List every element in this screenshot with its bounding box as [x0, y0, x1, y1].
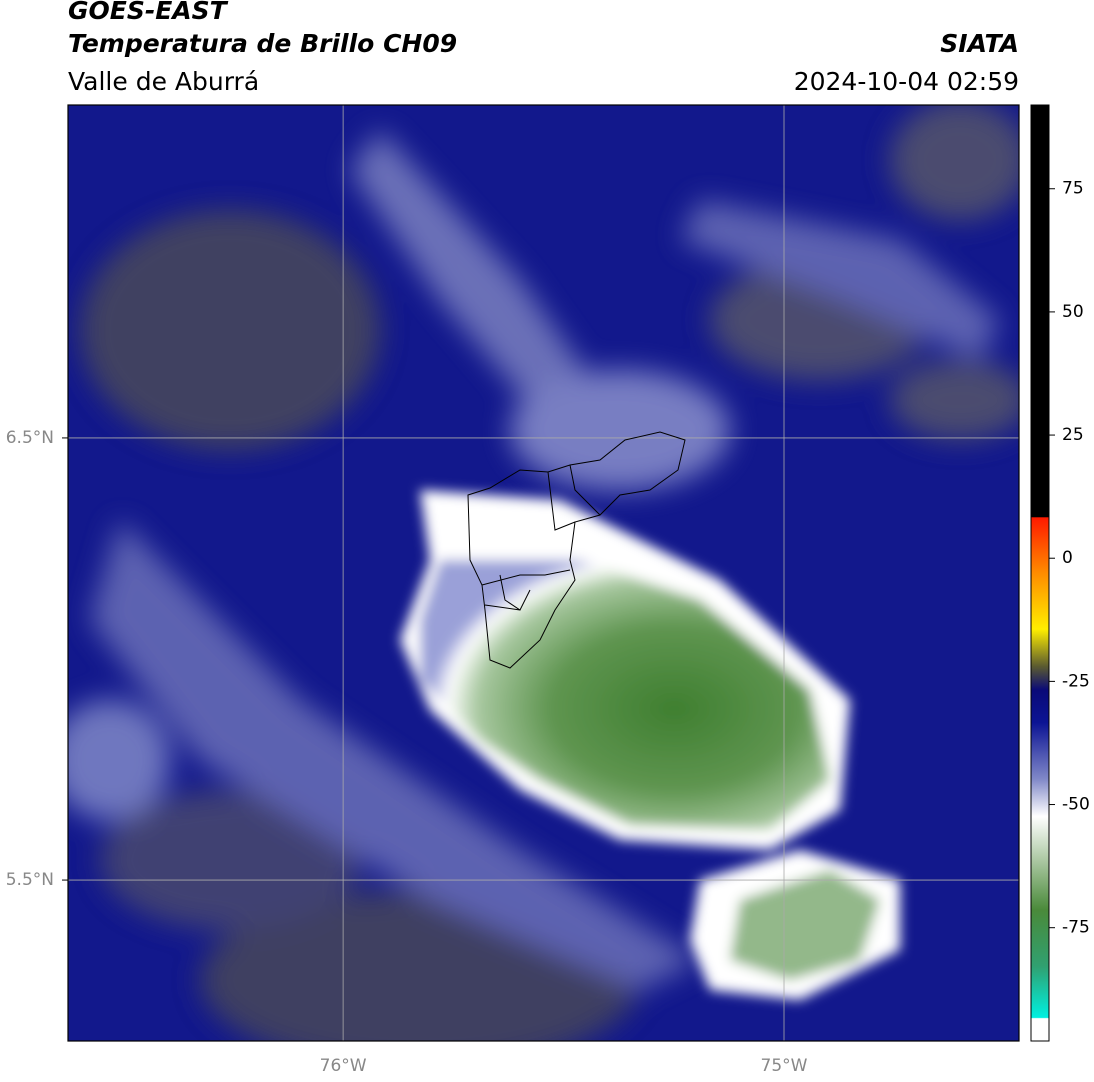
colorbar-tick-label: 50: [1062, 302, 1084, 322]
colorbar-tick-label: -25: [1062, 671, 1090, 691]
lat-tick-label: 6.5°N: [6, 428, 54, 448]
colorbar-tick-label: -75: [1062, 918, 1090, 938]
lon-tick-label: 75°W: [761, 1056, 808, 1076]
datetime: 2024-10-04 02:59: [794, 67, 1019, 96]
lat-tick-label: 5.5°N: [6, 870, 54, 890]
colorbar-tick-label: 25: [1062, 425, 1084, 445]
colorbar-tick-label: -50: [1062, 795, 1090, 815]
lon-tick-label: 76°W: [320, 1056, 367, 1076]
ticks: 76°W 75°W 6.5°N 5.5°N 75 50 25 0 -25 -50 -75: [6, 179, 1090, 1076]
colorbar-tick-label: 0: [1062, 548, 1073, 568]
header: GOES-EAST Temperatura de Brillo CH09 Val…: [68, 0, 1019, 96]
satellite: GOES-EAST: [68, 0, 229, 25]
valley-boundary: [467, 431, 686, 669]
satellite-image: [68, 105, 1019, 1041]
region: Valle de Aburrá: [68, 67, 259, 96]
colorbar-tick-label: 75: [1062, 179, 1084, 199]
map-frame: [67, 104, 1020, 1042]
agency: SIATA: [940, 29, 1019, 58]
product: Temperatura de Brillo CH09: [68, 29, 457, 58]
colorbar: [1030, 104, 1050, 1042]
